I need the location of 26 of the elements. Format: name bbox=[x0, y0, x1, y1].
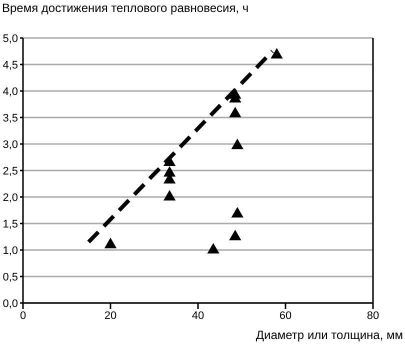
y-tick-label: 5,0 bbox=[2, 32, 18, 45]
y-tick-label: 0,0 bbox=[2, 298, 18, 310]
y-tick-label: 4,0 bbox=[2, 86, 18, 98]
point bbox=[231, 206, 244, 218]
y-tick-label: 1,0 bbox=[2, 244, 18, 257]
point bbox=[163, 190, 176, 201]
y-tick-label: 0,5 bbox=[2, 271, 18, 284]
point bbox=[229, 230, 242, 240]
point bbox=[231, 138, 244, 150]
y-tick-label: 2,0 bbox=[2, 192, 18, 204]
y-tick-label: 3,5 bbox=[2, 112, 18, 124]
y-tick-label: 3,0 bbox=[2, 138, 18, 151]
point bbox=[207, 242, 220, 254]
x-axis-title: Диаметр или толщина, мм bbox=[256, 328, 403, 342]
point bbox=[270, 48, 283, 58]
y-tick-label: 2,5 bbox=[2, 165, 18, 178]
x-tick-label: 80 bbox=[366, 310, 380, 322]
y-axis-title: Время достижения теплового равновесия, ч bbox=[2, 1, 249, 15]
x-tick-label: 20 bbox=[104, 310, 117, 322]
x-tick-label: 40 bbox=[192, 310, 204, 322]
y-tick-label: 1,5 bbox=[2, 218, 18, 230]
point bbox=[104, 238, 117, 248]
y-tick-label: 4,5 bbox=[2, 59, 18, 72]
point bbox=[229, 106, 242, 118]
x-tick-label: 60 bbox=[279, 310, 292, 322]
x-tick-label: 0 bbox=[20, 310, 26, 322]
